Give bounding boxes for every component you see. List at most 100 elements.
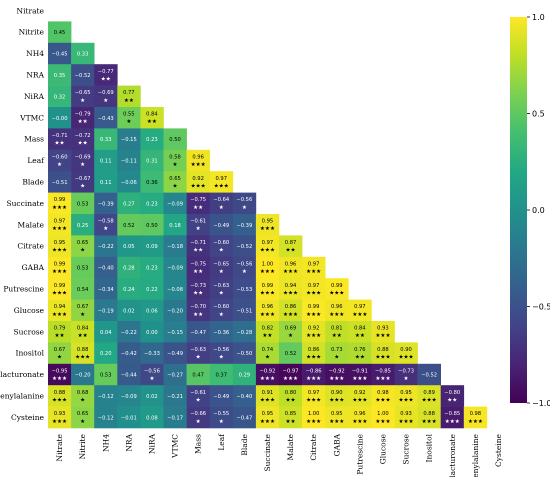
cell-value-label: −0.47 [236, 415, 252, 421]
heatmap-cell [71, 278, 95, 300]
heatmap-cell [163, 171, 187, 193]
cell-value-label: 0.69 [285, 326, 297, 332]
heatmap-cell [255, 214, 280, 236]
heatmap-cell [186, 342, 210, 365]
heatmap-cell [140, 149, 164, 172]
heatmap-cell [348, 385, 372, 407]
y-axis-labels: Nitrate Nitrite NH4 NRA NiRA VTMC Mass Leaf Blad… [0, 6, 45, 422]
cell-significance-stars: ★★ [55, 140, 65, 147]
cell-significance-stars: ★ [173, 182, 178, 189]
cell-significance-stars: ★★★ [52, 268, 67, 275]
y-tick-label: NRA [26, 71, 44, 80]
x-tick-label: Putrescine [355, 433, 364, 474]
heatmap-cell [163, 385, 187, 407]
cell-value-label: 0.22 [146, 287, 158, 293]
cell-significance-stars: ★ [404, 375, 409, 382]
cell-significance-stars: ★★★ [329, 375, 344, 382]
cell-significance-stars: ★★★ [52, 247, 67, 254]
cell-significance-stars: ★★★ [375, 354, 390, 361]
cell-value-label: −0.56 [144, 368, 160, 374]
cell-value-label: −0.52 [421, 373, 437, 379]
heatmap-cell [48, 235, 72, 258]
heatmap-cell [302, 321, 326, 343]
cell-significance-stars: ★ [57, 161, 62, 168]
cell-value-label: 0.99 [54, 197, 66, 203]
heatmap-cell [186, 256, 210, 279]
heatmap-cell [371, 385, 395, 407]
heatmap-cell [417, 406, 441, 429]
cell-value-label: 0.84 [77, 326, 89, 332]
heatmap-cell [71, 342, 95, 365]
x-tick-label: Sucrose [402, 433, 411, 464]
colorbar-tick-label: −0.5 [532, 303, 550, 312]
cell-value-label: 0.97 [215, 176, 227, 182]
cell-significance-stars: ★★★ [422, 396, 437, 403]
heatmap-cell [117, 299, 141, 322]
heatmap-cell [394, 342, 418, 365]
cell-significance-stars: ★★ [286, 418, 296, 425]
cell-value-label: 0.73 [331, 347, 343, 353]
cell-value-label: 0.88 [77, 347, 89, 353]
cell-significance-stars: ★★★ [306, 332, 321, 339]
heatmap-cell [209, 256, 234, 279]
cell-significance-stars: ★ [80, 182, 85, 189]
x-tick-label: Citrate [309, 433, 318, 460]
colorbar-tick-label: 1.0 [532, 13, 545, 22]
heatmap-cell [94, 256, 118, 279]
heatmap-cell [209, 214, 234, 236]
cell-value-label: −0.21 [167, 394, 183, 400]
heatmap-cell [94, 214, 118, 236]
heatmap-cell [48, 406, 72, 429]
cell-value-label: −0.20 [75, 373, 91, 379]
heatmap-cell [140, 235, 164, 258]
y-tick-label: Leaf [27, 156, 45, 165]
cell-value-label: 0.82 [262, 326, 274, 332]
cell-value-label: −0.09 [167, 266, 183, 272]
heatmap-cell [279, 299, 303, 322]
heatmap-cell [71, 321, 95, 343]
cell-significance-stars: ★★★ [260, 268, 275, 275]
heatmap-cell [48, 214, 72, 236]
heatmap-cell [71, 363, 95, 386]
heatmap-cell [94, 299, 118, 322]
cell-value-label: 0.93 [54, 411, 66, 417]
cell-value-label: 0.90 [400, 347, 412, 353]
heatmap-cell [255, 406, 280, 429]
cell-value-label: 0.20 [100, 351, 112, 357]
heatmap-cell [117, 342, 141, 365]
x-tick-label: Glucose [378, 433, 387, 464]
heatmap-cell [186, 363, 210, 386]
cell-significance-stars: ★★★ [260, 247, 275, 254]
cell-significance-stars: ★★ [447, 396, 457, 403]
cell-significance-stars: ★★ [286, 247, 296, 254]
y-tick-label: Nitrite [19, 28, 45, 37]
cell-value-label: −0.50 [236, 351, 252, 357]
cell-significance-stars: ★★★ [306, 418, 321, 425]
cell-value-label: 0.89 [423, 390, 435, 396]
cell-value-label: 0.92 [354, 390, 366, 396]
heatmap-cell [232, 342, 257, 365]
heatmap-cell [348, 363, 372, 386]
cell-significance-stars: ★★★ [468, 418, 483, 425]
heatmap-cell [394, 385, 418, 407]
heatmap-cell [140, 363, 164, 386]
cell-significance-stars: ★ [334, 354, 339, 361]
cell-significance-stars: ★ [219, 204, 224, 211]
cell-value-label: 0.35 [54, 73, 66, 79]
cell-value-label: 0.97 [308, 283, 320, 289]
heatmap-cell [140, 214, 164, 236]
heatmap-cell [94, 235, 118, 258]
heatmap-cell [209, 278, 234, 300]
heatmap-cell [140, 321, 164, 343]
cell-significance-stars: ★★ [355, 354, 365, 361]
cell-value-label: −0.61 [190, 219, 206, 225]
heatmap-cell [440, 385, 465, 407]
cell-significance-stars: ★ [219, 354, 224, 361]
cell-value-label: 1.00 [377, 411, 389, 417]
cell-value-label: 0.96 [331, 304, 343, 310]
colorbar-gradient [510, 17, 527, 403]
heatmap-cell [417, 385, 441, 407]
cell-value-label: −0.53 [236, 287, 252, 293]
cell-significance-stars: ★ [196, 418, 201, 425]
